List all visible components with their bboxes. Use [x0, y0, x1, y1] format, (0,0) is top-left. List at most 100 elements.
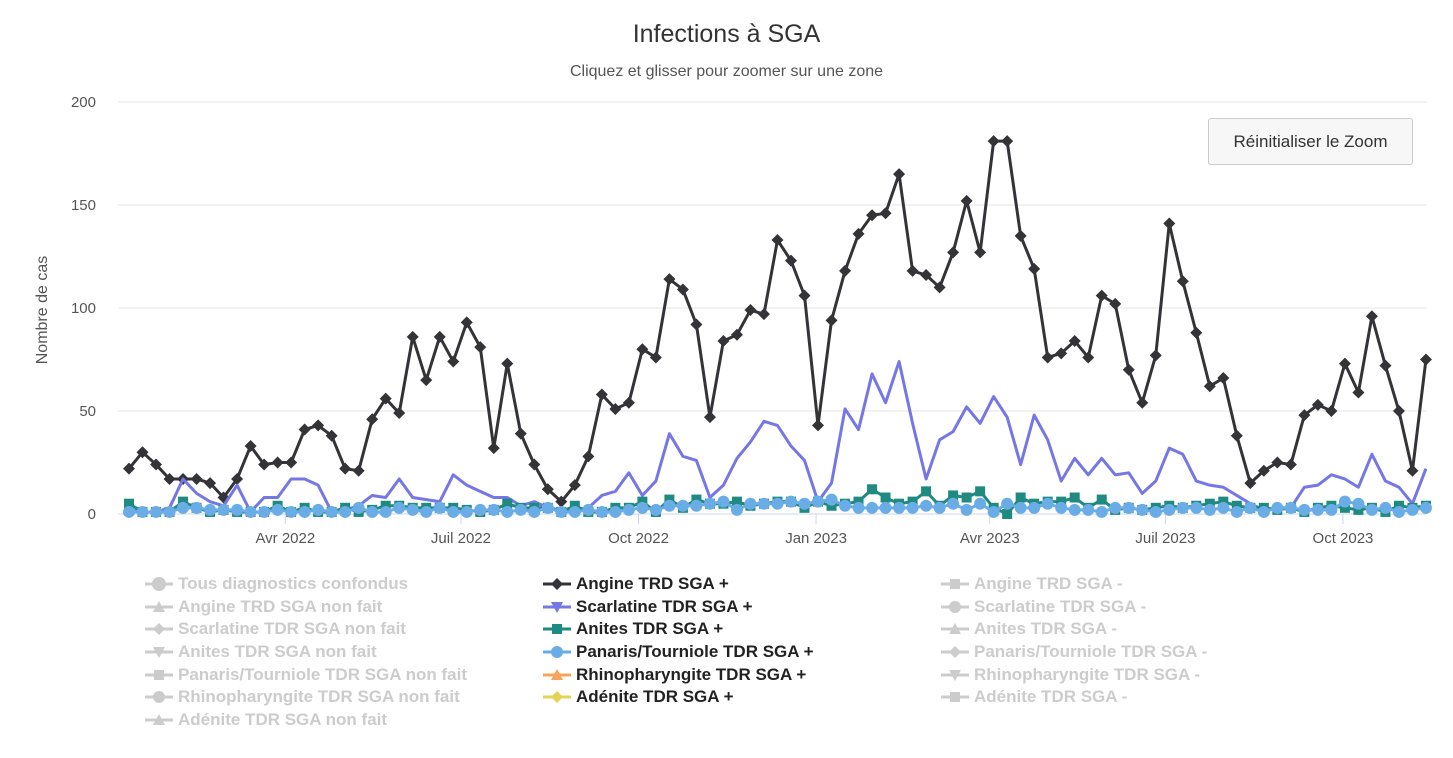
- data-point[interactable]: [285, 505, 298, 518]
- data-point[interactable]: [1001, 497, 1014, 510]
- legend-item[interactable]: Angine TRD SGA non fait: [145, 596, 543, 619]
- data-point[interactable]: [826, 500, 837, 511]
- triangle-down-marker[interactable]: [949, 669, 961, 681]
- data-point[interactable]: [690, 318, 703, 331]
- data-point[interactable]: [744, 304, 757, 317]
- data-point[interactable]: [502, 498, 513, 509]
- data-point[interactable]: [798, 289, 811, 302]
- data-point[interactable]: [1218, 496, 1229, 507]
- data-point[interactable]: [960, 503, 973, 516]
- data-point[interactable]: [1352, 386, 1365, 399]
- data-point[interactable]: [379, 505, 392, 518]
- data-point[interactable]: [1325, 405, 1338, 417]
- data-point[interactable]: [867, 484, 878, 495]
- data-point[interactable]: [921, 486, 932, 497]
- data-point[interactable]: [975, 486, 986, 497]
- data-point[interactable]: [569, 500, 580, 511]
- data-point[interactable]: [595, 388, 608, 401]
- data-point[interactable]: [893, 501, 906, 514]
- data-point[interactable]: [271, 456, 284, 469]
- data-point[interactable]: [393, 407, 406, 420]
- data-point[interactable]: [1257, 464, 1270, 477]
- data-point[interactable]: [1217, 372, 1230, 385]
- data-point[interactable]: [609, 402, 622, 415]
- data-point[interactable]: [1325, 503, 1338, 516]
- data-point[interactable]: [204, 477, 217, 490]
- data-point[interactable]: [352, 464, 365, 477]
- data-point[interactable]: [933, 281, 946, 294]
- data-point[interactable]: [933, 501, 946, 514]
- data-point[interactable]: [1311, 503, 1324, 516]
- data-point[interactable]: [178, 496, 189, 507]
- data-point[interactable]: [1419, 353, 1432, 366]
- data-point[interactable]: [1284, 501, 1297, 514]
- data-point[interactable]: [447, 505, 460, 518]
- data-point[interactable]: [812, 419, 825, 432]
- data-point[interactable]: [730, 328, 743, 341]
- data-point[interactable]: [514, 503, 527, 516]
- data-point[interactable]: [1122, 363, 1135, 376]
- circle-marker[interactable]: [153, 691, 165, 704]
- legend-item[interactable]: Panaris/Tourniole TDR SGA non fait: [145, 663, 543, 686]
- data-point[interactable]: [757, 497, 770, 510]
- data-point[interactable]: [474, 341, 487, 354]
- data-point[interactable]: [866, 209, 879, 222]
- data-point[interactable]: [582, 503, 595, 516]
- data-point[interactable]: [1244, 477, 1257, 490]
- data-point[interactable]: [879, 501, 892, 514]
- data-point[interactable]: [1271, 456, 1284, 469]
- legend-item[interactable]: Adénite TDR SGA non fait: [145, 709, 543, 732]
- data-point[interactable]: [339, 462, 352, 475]
- series-line[interactable]: [128, 360, 1428, 514]
- data-point[interactable]: [731, 496, 742, 507]
- data-point[interactable]: [163, 505, 176, 518]
- data-point[interactable]: [1379, 501, 1392, 514]
- series-angine-trd-sga-[interactable]: [123, 135, 1432, 508]
- data-point[interactable]: [1136, 396, 1149, 409]
- data-point[interactable]: [123, 462, 135, 475]
- triangle-marker[interactable]: [551, 668, 563, 680]
- data-point[interactable]: [1136, 503, 1149, 516]
- data-point[interactable]: [312, 419, 325, 432]
- data-point[interactable]: [258, 458, 271, 471]
- triangle-marker[interactable]: [949, 623, 961, 635]
- data-point[interactable]: [1095, 505, 1108, 518]
- data-point[interactable]: [231, 503, 244, 516]
- diamond-marker[interactable]: [949, 646, 961, 659]
- data-point[interactable]: [420, 374, 433, 387]
- data-point[interactable]: [1406, 464, 1419, 477]
- data-point[interactable]: [528, 505, 541, 518]
- data-point[interactable]: [406, 503, 419, 516]
- data-point[interactable]: [298, 505, 311, 518]
- data-point[interactable]: [947, 246, 960, 259]
- data-point[interactable]: [812, 495, 825, 508]
- data-point[interactable]: [649, 503, 662, 516]
- data-point[interactable]: [1419, 501, 1432, 514]
- data-point[interactable]: [1230, 505, 1243, 518]
- legend-item[interactable]: Panaris/Tourniole TDR SGA -: [941, 641, 1339, 664]
- series-scarlatine-tdr-sga-[interactable]: [128, 360, 1428, 514]
- data-point[interactable]: [501, 505, 514, 518]
- data-point[interactable]: [124, 498, 134, 509]
- data-point[interactable]: [1230, 429, 1243, 442]
- data-point[interactable]: [1096, 494, 1107, 505]
- data-point[interactable]: [136, 446, 149, 459]
- data-point[interactable]: [690, 499, 703, 512]
- data-point[interactable]: [1068, 334, 1081, 347]
- triangle-down-marker[interactable]: [551, 601, 563, 613]
- data-point[interactable]: [1379, 359, 1392, 372]
- data-point[interactable]: [649, 351, 662, 364]
- data-point[interactable]: [1338, 495, 1351, 508]
- legend-item[interactable]: Angine TRD SGA +: [543, 573, 941, 596]
- data-point[interactable]: [1014, 229, 1027, 242]
- data-point[interactable]: [636, 501, 649, 514]
- data-point[interactable]: [1393, 500, 1404, 511]
- data-point[interactable]: [1284, 458, 1297, 471]
- data-point[interactable]: [1176, 275, 1189, 288]
- data-point[interactable]: [906, 264, 919, 277]
- data-point[interactable]: [703, 497, 716, 510]
- data-point[interactable]: [380, 500, 391, 511]
- data-point[interactable]: [595, 505, 608, 518]
- data-point[interactable]: [123, 505, 135, 518]
- data-point[interactable]: [1176, 501, 1189, 514]
